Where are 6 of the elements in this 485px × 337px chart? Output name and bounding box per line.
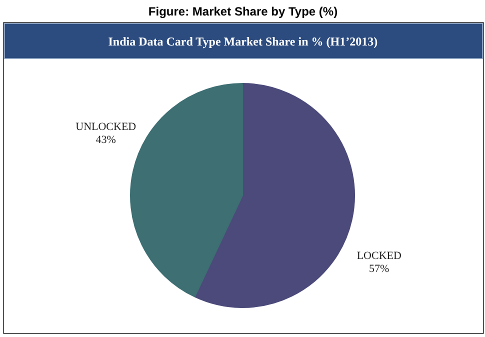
slice-label: UNLOCKED xyxy=(76,120,136,133)
data-label: 57% xyxy=(369,263,390,276)
data-label: 43% xyxy=(96,134,116,146)
chart-title: Figure: Market Share by Type (%) xyxy=(148,4,338,18)
slice-label: LOCKED xyxy=(356,250,402,262)
chart-subtitle: India Data Card Type Market Share in % (H1’2013) xyxy=(108,34,378,48)
